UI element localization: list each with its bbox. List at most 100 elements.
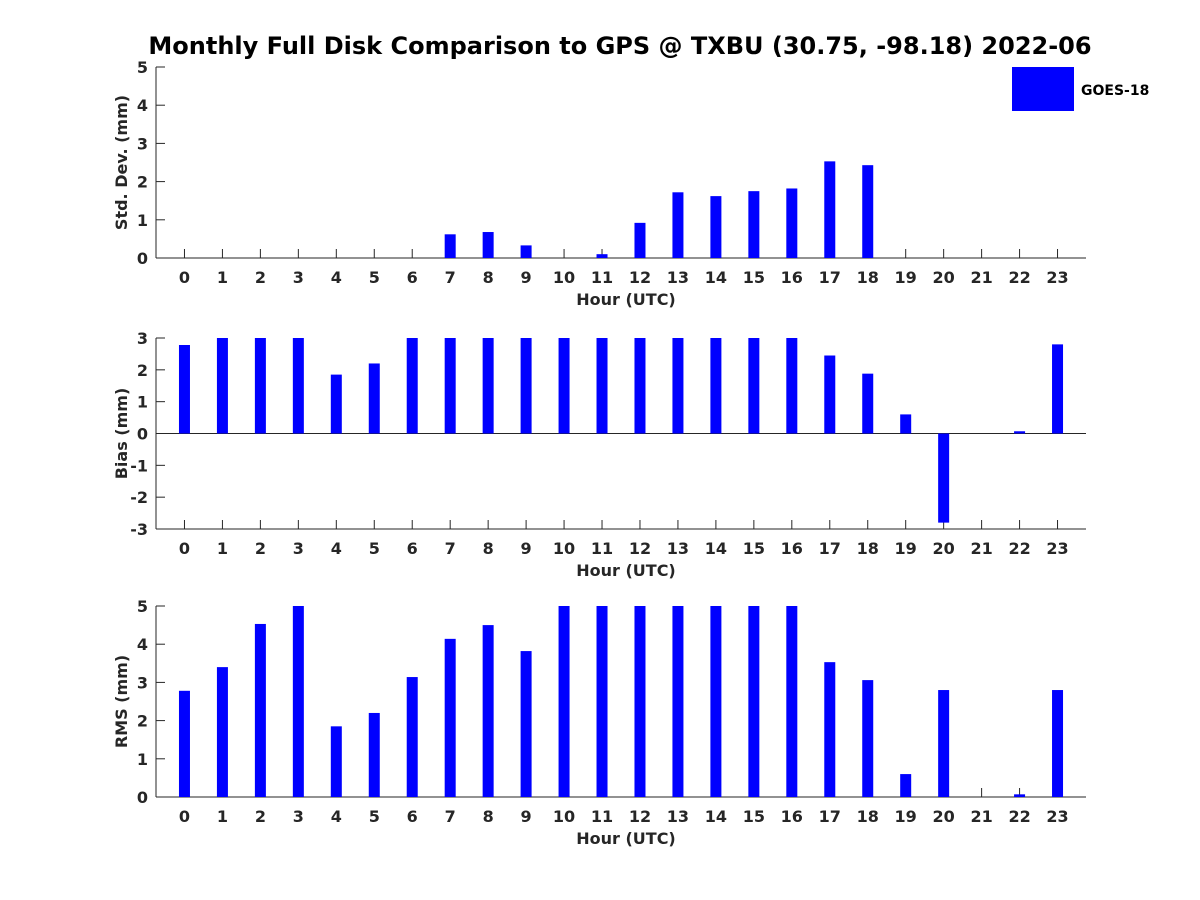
rms-x-tick-label: 4 <box>331 807 342 826</box>
std-dev-x-tick-label: 0 <box>179 268 190 287</box>
rms-x-tick-label: 7 <box>445 807 456 826</box>
rms-bar <box>254 623 266 797</box>
bias-y-tick-label: -2 <box>130 488 148 507</box>
rms-x-tick-label: 12 <box>629 807 651 826</box>
std-dev-x-tick-label: 21 <box>970 268 992 287</box>
std-dev-x-tick-label: 1 <box>217 268 228 287</box>
bias-bar <box>444 338 456 434</box>
bias-bar <box>558 338 570 434</box>
bias-bar <box>824 355 836 434</box>
std-dev-bar <box>748 191 760 258</box>
std-dev-y-tick-label: 2 <box>137 173 148 192</box>
std-dev-x-tick-label: 18 <box>857 268 879 287</box>
rms-x-tick-label: 11 <box>591 807 613 826</box>
bias-x-tick-label: 17 <box>819 539 841 558</box>
rms-x-tick-label: 15 <box>743 807 765 826</box>
rms-x-tick-label: 6 <box>407 807 418 826</box>
std-dev-x-tick-label: 17 <box>819 268 841 287</box>
rms-x-axis-label: Hour (UTC) <box>576 829 676 848</box>
bias-x-axis-label: Hour (UTC) <box>576 561 676 580</box>
std-dev-y-tick-label: 0 <box>137 249 148 268</box>
legend: GOES-18 <box>1012 67 1149 111</box>
std-dev-x-axis-label: Hour (UTC) <box>576 290 676 309</box>
bias-bar <box>786 338 798 434</box>
bias-bar <box>1014 431 1026 434</box>
rms-bar <box>710 606 722 797</box>
bias-x-tick-label: 6 <box>407 539 418 558</box>
bias-x-tick-label: 2 <box>255 539 266 558</box>
rms-x-tick-label: 17 <box>819 807 841 826</box>
rms-bar <box>406 677 418 797</box>
rms-bar <box>216 667 228 797</box>
rms-x-tick-label: 0 <box>179 807 190 826</box>
bias-bar <box>254 338 266 434</box>
bias-x-tick-label: 5 <box>369 539 380 558</box>
std-dev-x-tick-label: 8 <box>483 268 494 287</box>
rms-y-tick-label: 5 <box>137 597 148 616</box>
chart-title: Monthly Full Disk Comparison to GPS @ TX… <box>148 32 1091 60</box>
rms-x-tick-label: 22 <box>1008 807 1030 826</box>
bias-x-tick-label: 9 <box>521 539 532 558</box>
bias-y-tick-label: -3 <box>130 520 148 539</box>
std-dev-bar <box>672 192 684 258</box>
std-dev-y-tick-label: 4 <box>137 96 148 115</box>
std-dev-x-tick-label: 23 <box>1046 268 1068 287</box>
rms-x-tick-label: 19 <box>895 807 917 826</box>
std-dev-x-tick-label: 2 <box>255 268 266 287</box>
bias-x-tick-label: 19 <box>895 539 917 558</box>
rms-bar <box>558 606 570 797</box>
std-dev-x-tick-label: 19 <box>895 268 917 287</box>
rms-y-tick-label: 1 <box>137 750 148 769</box>
rms-y-tick-label: 3 <box>137 673 148 692</box>
std-dev-x-tick-label: 20 <box>933 268 955 287</box>
rms-x-tick-label: 2 <box>255 807 266 826</box>
bias-x-tick-label: 8 <box>483 539 494 558</box>
bias-x-tick-label: 13 <box>667 539 689 558</box>
rms-x-tick-label: 16 <box>781 807 803 826</box>
bias-x-tick-label: 22 <box>1008 539 1030 558</box>
rms-x-tick-label: 18 <box>857 807 879 826</box>
rms-bar <box>634 606 646 797</box>
bias-y-tick-label: 0 <box>137 425 148 444</box>
rms-y-tick-label: 0 <box>137 788 148 807</box>
rms-y-tick-label: 4 <box>137 635 148 654</box>
rms-bar <box>862 680 874 797</box>
bias-y-axis-label: Bias (mm) <box>112 388 131 480</box>
std-dev-x-tick-label: 14 <box>705 268 727 287</box>
bias-y-tick-label: 3 <box>137 329 148 348</box>
rms-bar <box>368 712 380 797</box>
rms-bar <box>330 726 342 797</box>
std-dev-x-tick-label: 3 <box>293 268 304 287</box>
legend-label: GOES-18 <box>1081 83 1149 99</box>
rms-bar <box>672 606 684 797</box>
rms-bar <box>596 606 608 797</box>
rms-y-axis-label: RMS (mm) <box>112 655 131 748</box>
std-dev-bar <box>824 161 836 258</box>
rms-bar <box>786 606 798 797</box>
rms-bar <box>292 606 304 797</box>
bias-bar <box>368 363 380 434</box>
std-dev-x-tick-label: 10 <box>553 268 575 287</box>
bias-x-tick-label: 1 <box>217 539 228 558</box>
std-dev-x-tick-label: 13 <box>667 268 689 287</box>
bias-x-tick-label: 16 <box>781 539 803 558</box>
bias-bar <box>330 374 342 434</box>
bias-bar <box>862 373 874 434</box>
bias-bar <box>520 338 532 434</box>
bias-bar <box>178 345 190 434</box>
rms-bar <box>520 651 532 797</box>
rms-x-tick-label: 9 <box>521 807 532 826</box>
std-dev-x-tick-label: 15 <box>743 268 765 287</box>
bias-x-tick-label: 11 <box>591 539 613 558</box>
bias-bar <box>938 433 950 523</box>
std-dev-x-tick-label: 4 <box>331 268 342 287</box>
bias-bar <box>710 338 722 434</box>
bias-bar <box>406 338 418 434</box>
rms-bar <box>178 690 190 797</box>
rms-y-tick-label: 2 <box>137 712 148 731</box>
bias-x-tick-label: 18 <box>857 539 879 558</box>
bias-x-tick-label: 10 <box>553 539 575 558</box>
